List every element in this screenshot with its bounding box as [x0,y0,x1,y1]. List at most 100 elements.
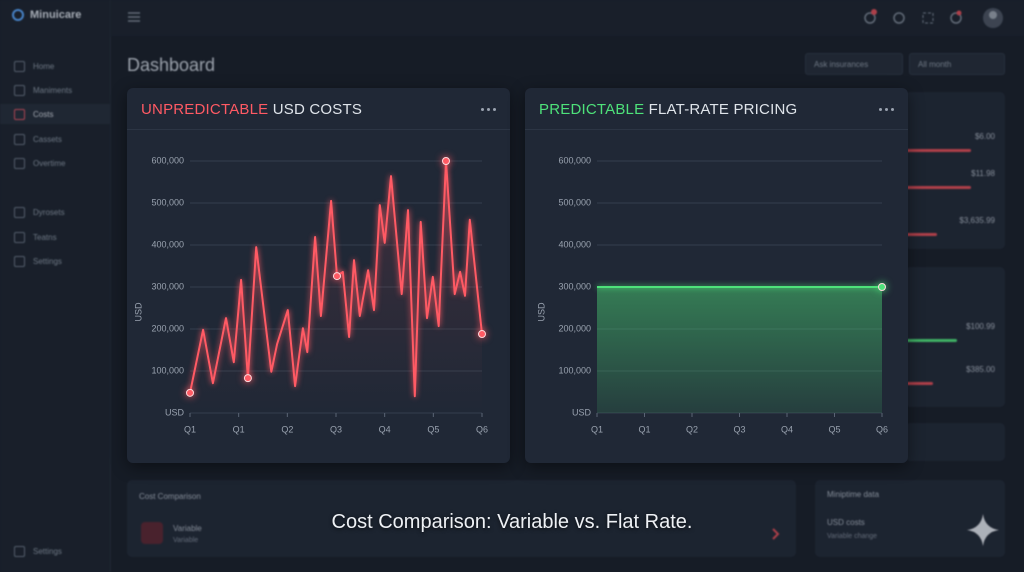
divider [127,129,510,130]
x-tick-label: Q2 [686,424,698,434]
sparkle-icon [967,514,999,546]
filter-dropdown[interactable]: Ask insurances [805,53,903,75]
title-text: USD COSTS [272,101,363,118]
y-tick-label: 500,000 [558,197,591,207]
point-marker [478,330,486,339]
y-tick-label: 300,000 [151,281,184,291]
app-name: Minuicare [30,9,82,21]
x-tick-label: Q2 [281,424,293,434]
page-title: Dashboard [127,55,216,75]
chart-title: UNPREDICTABLE USD COSTS [141,101,362,118]
y-axis-label: USD [536,302,546,322]
x-tick-label: Q1 [638,424,650,434]
y-tick-label: 400,000 [151,239,184,249]
more-menu[interactable] [879,108,894,111]
bottom-card: Cost Comparison Variable Variable [127,480,796,557]
title-emphasis: PREDICTABLE [539,101,645,118]
y-tick-label: 300,000 [558,281,591,291]
nav-item[interactable]: Settings [14,256,62,267]
side-card [905,423,1005,461]
chart-title: PREDICTABLE FLAT-RATE PRICING [539,101,797,118]
x-tick-label: Q1 [233,424,245,434]
y-tick-label: 600,000 [558,155,591,165]
filter-label: All month [918,59,952,69]
filter-label: Ask insurances [814,59,869,69]
y-axis-label: USD [133,302,143,322]
nav-label: Maniments [33,86,73,95]
logo[interactable]: Minuicare [12,9,81,21]
area [190,161,482,413]
x-tick-label: Q3 [733,424,745,434]
sidebar: Minuicare Home Maniments Costs Cassets O… [0,0,111,572]
y-tick-label: 200,000 [151,323,184,333]
point-marker [441,157,450,165]
item-label: USD costs [827,518,865,527]
item-sub: Variable change [827,533,878,540]
y-tick-label: 100,000 [151,365,184,375]
side-value: $3,635.99 [959,216,995,225]
side-value: $385.00 [966,365,995,374]
side-bar [905,339,957,342]
line [189,160,483,398]
item-label: Variable [173,524,202,533]
y-tick-label: USD [572,407,592,417]
card-title: Miniptime data [827,490,880,499]
point-marker [878,283,886,291]
nav-label: Costs [33,110,54,119]
x-tick-label: Q4 [781,424,793,434]
nav-item[interactable]: Home [14,61,54,72]
nav-label: Settings [33,257,62,266]
x-tick-label: Q4 [379,424,391,434]
side-card: $100.99 $385.00 [905,267,1005,407]
side-bar [905,233,937,236]
x-tick-label: Q3 [330,424,342,434]
y-tick-label: 400,000 [558,239,591,249]
nav-label: Cassets [33,135,62,144]
x-tick-label: Q5 [427,424,439,434]
point-marker [243,374,252,383]
side-bar [905,149,971,152]
nav-item[interactable]: Overtime [14,158,65,169]
x-tick-label: Q1 [591,424,603,434]
point-marker [186,388,194,397]
nav-item[interactable]: Teatns [14,232,57,243]
nav-label: Home [33,62,55,71]
more-menu[interactable] [481,108,496,111]
side-value: $100.99 [966,322,995,331]
y-tick-label: 500,000 [151,197,184,207]
chevron[interactable] [772,528,780,540]
y-tick-label: USD [165,407,185,417]
bottom-card: Miniptime data USD costs Variable change [815,480,1005,557]
side-value: $6.00 [974,132,995,141]
top-bar [110,0,1024,36]
nav-item[interactable]: Maniments [14,85,72,96]
filter-dropdown[interactable]: All month [909,53,1005,75]
title-text: FLAT-RATE PRICING [648,101,798,118]
nav-label: Overtime [33,159,66,168]
caption: Cost Comparison: Variable vs. Flat Rate. [331,511,693,533]
nav-item[interactable]: Dyrosets [14,207,65,218]
logo-icon [12,9,24,21]
nav-label: Settings [33,547,62,556]
nav-label: Dyrosets [33,208,65,217]
y-tick-label: 200,000 [558,323,591,333]
x-tick-label: Q6 [476,424,488,434]
divider [525,129,908,130]
y-tick-label: 600,000 [151,155,184,165]
toolbar-icons [864,8,1003,28]
menu-icon[interactable] [128,12,140,22]
nav-item[interactable]: Costs [14,109,53,120]
side-bar [905,186,971,189]
x-tick-label: Q1 [184,424,196,434]
y-tick-label: 100,000 [558,365,591,375]
card-title: Cost Comparison [139,492,201,501]
area [597,287,882,413]
nav-item[interactable]: Cassets [14,134,62,145]
nav-label: Teatns [33,233,57,242]
nav-item[interactable]: Settings [14,546,62,557]
chart: USD 100,000 200,000 300,000 400,000 500,000 60… [536,155,888,434]
chart: USD 100,000 200,000 300,000 400,000 500,000 60… [133,155,488,434]
item-sub: Variable [173,537,199,544]
side-value: $11.98 [971,169,995,178]
